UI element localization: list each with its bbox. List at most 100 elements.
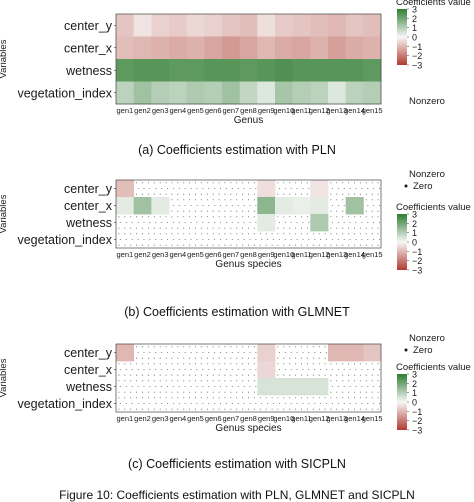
x-tick-label: gen2 <box>134 250 151 259</box>
heatmap-cell-center_y-gen6 <box>204 14 223 37</box>
x-tick-label: gen4 <box>169 106 186 115</box>
heatmap-cell-vegetation_index-gen5 <box>186 81 205 105</box>
zero-cell-wetness-gen14 <box>348 380 363 393</box>
zero-cell-center_y-gen4 <box>171 346 186 359</box>
y-axis-title: Variables <box>0 39 9 78</box>
heatmap-cell-center_x-gen14 <box>345 36 364 60</box>
zero-cell-vegetation_index-gen3 <box>153 233 169 246</box>
zero-cell-wetness-gen2 <box>136 380 151 393</box>
legend-zero-label: Zero <box>413 345 433 356</box>
heatmap-cell-center_y-gen15 <box>363 344 382 362</box>
legend-title: Coefficients value <box>396 362 471 373</box>
x-axis-title: Genus species <box>215 423 281 434</box>
zero-cell-center_y-gen2 <box>136 346 151 359</box>
legend-tick-label: 3 <box>412 5 417 15</box>
zero-cell-vegetation_index-gen5 <box>189 397 204 410</box>
zero-cell-wetness-gen4 <box>171 216 186 229</box>
legend-tick-label: −2 <box>412 256 422 266</box>
legend-zero-dot <box>404 348 408 352</box>
heatmap-cell-wetness-gen2 <box>133 59 152 82</box>
legend-title: Coefficients value <box>396 202 471 213</box>
heatmap-cell-center_x-gen2 <box>133 197 152 215</box>
zero-cell-wetness-gen6 <box>206 380 222 393</box>
x-tick-label: gen11 <box>291 414 311 423</box>
x-tick-label: gen3 <box>152 250 169 259</box>
x-tick-label: gen8 <box>240 414 257 423</box>
zero-cell-vegetation_index-gen1 <box>118 233 133 246</box>
heatmap-cell-wetness-gen9 <box>257 378 276 396</box>
zero-cell-center_y-gen3 <box>153 346 169 359</box>
legend-zero-dot <box>404 184 408 188</box>
x-tick-label: gen9 <box>258 106 275 115</box>
legend-tick-label: −3 <box>412 266 422 276</box>
heatmap-cell-vegetation_index-gen1 <box>116 81 135 105</box>
legend-tick-label: 2 <box>412 219 417 229</box>
heatmap-cell-wetness-gen12 <box>310 378 329 396</box>
zero-cell-vegetation_index-gen4 <box>171 233 186 246</box>
heatmap-cell-center_y-gen12 <box>310 14 329 37</box>
legend-tick-label: 1 <box>412 23 417 33</box>
heatmap-cell-center_x-gen2 <box>133 36 152 60</box>
zero-cell-vegetation_index-gen11 <box>295 397 310 410</box>
legend-tick-label: −1 <box>412 247 422 257</box>
x-tick-label: gen11 <box>291 250 311 259</box>
zero-cell-wetness-gen2 <box>136 216 151 229</box>
zero-cell-center_x-gen14 <box>348 363 363 376</box>
zero-cell-wetness-gen13 <box>330 216 345 229</box>
panel-border <box>115 343 382 413</box>
x-tick-label: gen11 <box>291 106 311 115</box>
zero-cell-center_y-gen11 <box>295 346 310 359</box>
legend-colorbar <box>397 214 407 270</box>
panel-caption: (c) Coefficients estimation with SICPLN <box>128 457 346 471</box>
heatmap-cell-center_x-gen6 <box>204 36 223 60</box>
y-tick-label: center_x <box>64 363 113 377</box>
heatmap-cell-vegetation_index-gen3 <box>151 81 170 105</box>
zero-cell-center_x-gen4 <box>171 363 186 376</box>
legend-tick-label: −2 <box>412 51 422 61</box>
zero-cell-center_y-gen15 <box>365 182 381 195</box>
y-tick-label: wetness <box>65 64 112 78</box>
heatmap-cell-center_y-gen13 <box>328 14 347 37</box>
x-tick-label: gen5 <box>187 250 204 259</box>
zero-cell-vegetation_index-gen11 <box>295 233 310 246</box>
zero-cell-wetness-gen3 <box>153 216 169 229</box>
legend-tick-label: 2 <box>412 379 417 389</box>
y-tick-label: center_y <box>64 182 113 196</box>
zero-cell-vegetation_index-gen8 <box>242 233 257 246</box>
x-tick-label: gen9 <box>258 250 275 259</box>
zero-cell-center_x-gen5 <box>189 363 204 376</box>
heatmap-cell-center_x-gen8 <box>239 36 258 60</box>
zero-cell-center_y-gen5 <box>189 182 204 195</box>
heatmap-panels: center_ycenter_xwetnessvegetation_indexg… <box>0 0 471 471</box>
zero-cell-center_x-gen12 <box>312 363 328 376</box>
y-tick-label: center_y <box>64 346 113 360</box>
heatmap-cell-wetness-gen7 <box>222 59 241 82</box>
zero-cell-center_x-gen11 <box>295 363 310 376</box>
heatmap-cell-center_y-gen11 <box>292 14 311 37</box>
zero-cell-center_y-gen4 <box>171 182 186 195</box>
zero-cell-wetness-gen1 <box>118 380 133 393</box>
zero-cell-center_x-gen4 <box>171 199 186 212</box>
x-tick-label: gen12 <box>309 250 330 259</box>
zero-cell-center_y-gen3 <box>153 182 169 195</box>
x-tick-label: gen3 <box>152 106 169 115</box>
heatmap-cell-wetness-gen3 <box>151 59 170 82</box>
heatmap-cell-center_x-gen11 <box>292 197 311 215</box>
legend-tick-label: −3 <box>412 61 422 71</box>
zero-cell-center_x-gen7 <box>224 363 239 376</box>
legend-title: Coefficients value <box>396 0 471 8</box>
heatmap-cell-wetness-gen10 <box>275 59 294 82</box>
zero-cell-wetness-gen11 <box>295 216 310 229</box>
heatmap-cell-center_y-gen7 <box>222 14 241 37</box>
zero-cell-wetness-gen6 <box>206 216 222 229</box>
heatmap-cell-center_x-gen9 <box>257 36 276 60</box>
heatmap-cell-center_x-gen3 <box>151 197 170 215</box>
zero-cell-center_x-gen13 <box>330 363 345 376</box>
x-tick-label: gen10 <box>273 106 294 115</box>
x-axis-title: Genus <box>234 115 263 126</box>
zero-cell-wetness-gen5 <box>189 216 204 229</box>
